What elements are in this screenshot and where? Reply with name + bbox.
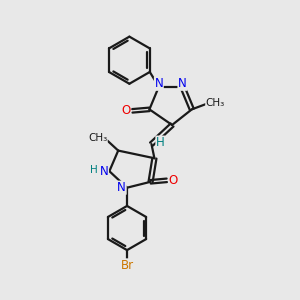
- Text: CH₃: CH₃: [88, 133, 107, 143]
- Text: N: N: [154, 77, 163, 90]
- Text: N: N: [178, 77, 187, 90]
- Text: N: N: [100, 165, 108, 178]
- Text: O: O: [169, 174, 178, 187]
- Text: CH₃: CH₃: [206, 98, 225, 108]
- Text: Br: Br: [121, 259, 134, 272]
- Text: H: H: [90, 165, 98, 175]
- Text: N: N: [117, 181, 126, 194]
- Text: H: H: [156, 136, 165, 149]
- Text: O: O: [121, 104, 130, 117]
